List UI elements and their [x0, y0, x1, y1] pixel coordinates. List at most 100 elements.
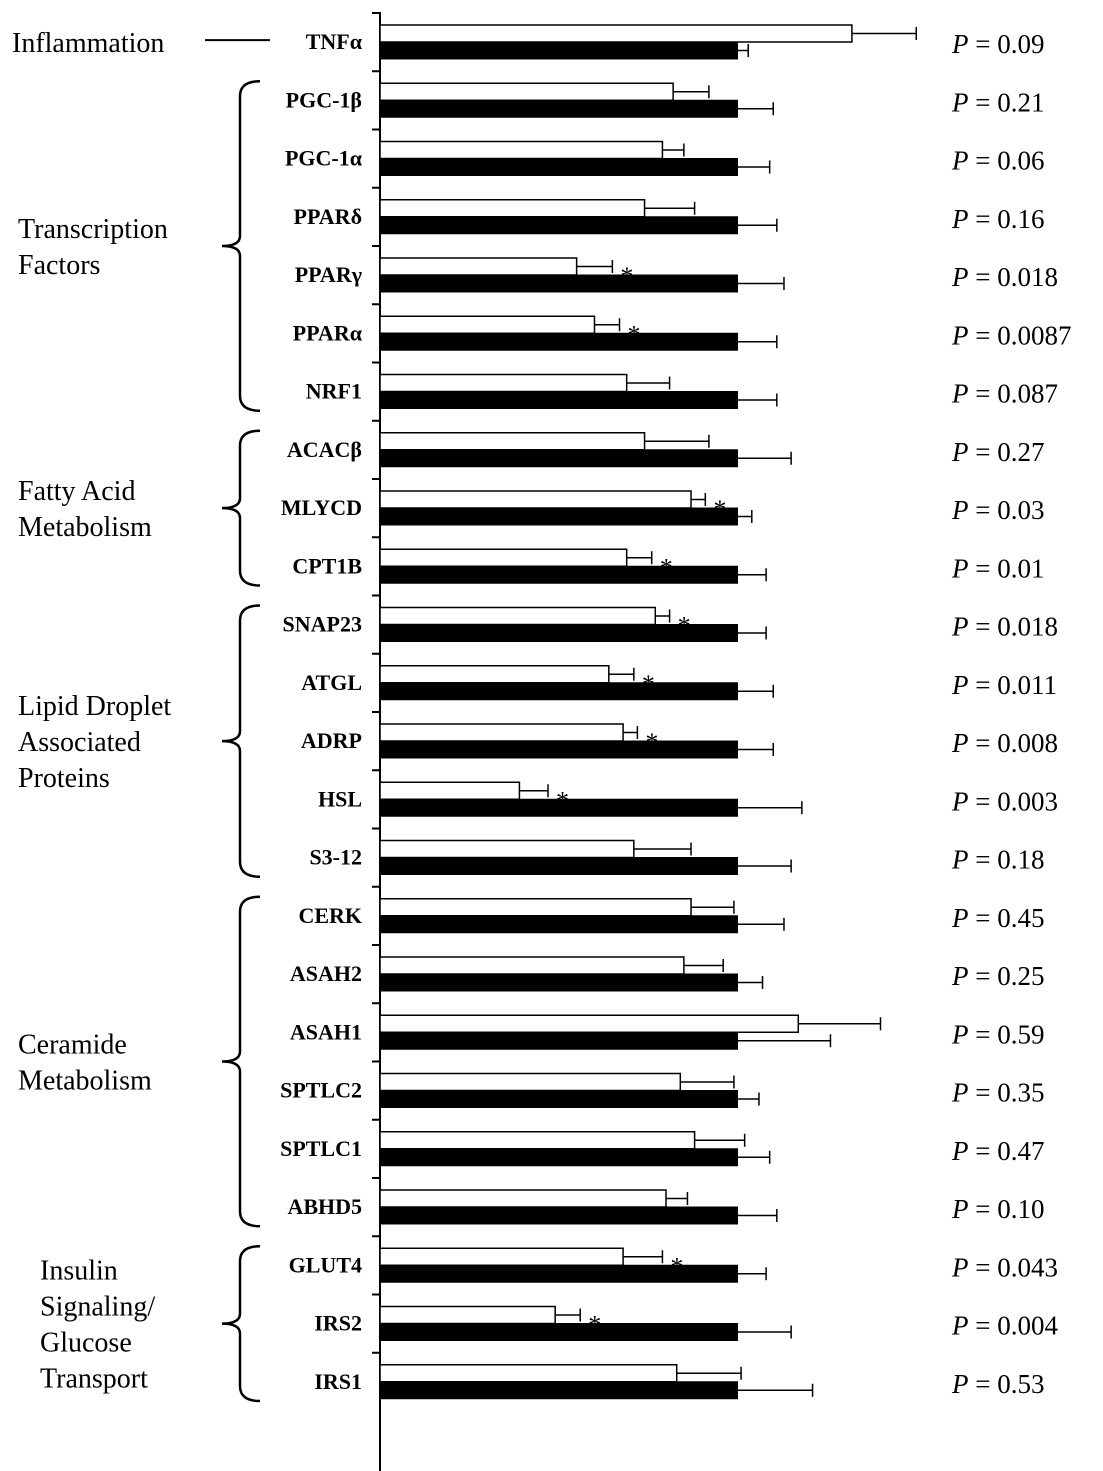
- p-value-label: P = 0.004: [951, 1311, 1058, 1341]
- gene-label: ABHD5: [287, 1194, 362, 1219]
- group-label: Factors: [18, 250, 100, 281]
- gene-label: PPARγ: [295, 262, 362, 287]
- group-label: Transport: [40, 1364, 148, 1395]
- significance-star: *: [620, 262, 633, 291]
- p-value-label: P = 0.47: [951, 1136, 1044, 1166]
- p-value-label: P = 0.008: [951, 728, 1058, 758]
- gene-label: TNFα: [306, 29, 363, 54]
- bar-black: [379, 332, 738, 351]
- bar-white: [379, 898, 692, 917]
- bar-black: [379, 1323, 738, 1341]
- bar-white: [379, 839, 635, 859]
- bar-white: [379, 1364, 678, 1383]
- bar-black: [379, 1148, 738, 1167]
- gene-label: NRF1: [306, 379, 362, 404]
- bar-black: [379, 1031, 738, 1050]
- p-value-label: P = 0.011: [951, 670, 1057, 700]
- gene-label: PGC-1β: [286, 87, 362, 112]
- group-label: Inflammation: [12, 28, 164, 59]
- group-brace: [221, 80, 261, 412]
- significance-star: *: [645, 728, 658, 757]
- bar-white: [379, 373, 628, 393]
- bar-black: [379, 216, 738, 235]
- p-value-label: P = 0.45: [951, 903, 1044, 933]
- significance-star: *: [713, 495, 726, 524]
- bar-white: [379, 199, 646, 218]
- p-value-label: P = 0.01: [951, 553, 1044, 583]
- gene-label: ADRP: [301, 728, 362, 753]
- bar-white: [379, 781, 521, 800]
- group-label: Proteins: [18, 763, 110, 794]
- p-value-label: P = 0.10: [951, 1194, 1044, 1224]
- bar-white: [379, 257, 578, 276]
- bar-white: [379, 140, 664, 160]
- group-brace: [221, 604, 261, 878]
- gene-label: SPTLC1: [280, 1136, 362, 1161]
- p-value-label: P = 0.087: [951, 379, 1058, 409]
- gene-label: IRS2: [314, 1311, 362, 1336]
- gene-label: S3-12: [309, 845, 362, 870]
- gene-label: SNAP23: [283, 612, 362, 637]
- p-value-label: P = 0.06: [951, 146, 1044, 176]
- bar-black: [379, 1090, 738, 1108]
- p-value-label: P = 0.03: [951, 495, 1044, 525]
- significance-star: *: [588, 1311, 601, 1340]
- significance-star: *: [660, 553, 673, 582]
- p-value-label: P = 0.003: [951, 786, 1058, 816]
- group-label: Associated: [18, 727, 141, 758]
- gene-label: CERK: [298, 903, 362, 928]
- bar-black: [379, 507, 738, 526]
- bar-white: [379, 315, 596, 334]
- bar-black: [379, 274, 738, 293]
- bar-white: [379, 548, 628, 567]
- group-label: Metabolism: [18, 512, 152, 543]
- bar-white: [379, 1072, 682, 1092]
- gene-label: PPARδ: [294, 204, 362, 229]
- significance-star: *: [670, 1252, 683, 1281]
- gene-label: ASAH1: [290, 1019, 362, 1044]
- group-label: Insulin: [40, 1256, 118, 1287]
- bar-black: [379, 449, 738, 468]
- bar-black: [379, 915, 738, 934]
- gene-label: ASAH2: [290, 961, 362, 986]
- bar-black: [379, 973, 738, 992]
- gene-label: ATGL: [301, 670, 362, 695]
- gene-label: CPT1B: [292, 553, 362, 578]
- bar-black: [379, 1264, 738, 1283]
- significance-star: *: [678, 612, 691, 641]
- p-value-label: P = 0.27: [951, 437, 1044, 467]
- bar-black: [379, 158, 738, 176]
- bar-black: [379, 391, 738, 409]
- bar-white: [379, 1014, 800, 1033]
- p-value-label: P = 0.018: [951, 612, 1058, 642]
- gene-label: PPARα: [293, 320, 363, 345]
- group-label: Metabolism: [18, 1066, 152, 1097]
- p-value-label: P = 0.53: [951, 1369, 1044, 1399]
- bar-white: [379, 432, 646, 451]
- p-value-label: P = 0.59: [951, 1019, 1044, 1049]
- bar-white: [379, 1305, 556, 1325]
- group-label: Signaling/: [40, 1292, 155, 1323]
- bar-white: [379, 82, 674, 101]
- gene-label: IRS1: [314, 1369, 362, 1394]
- gene-label: HSL: [318, 786, 362, 811]
- p-value-label: P = 0.25: [951, 961, 1044, 991]
- group-brace: [221, 429, 261, 587]
- group-label: Glucose: [40, 1328, 132, 1359]
- p-value-label: P = 0.043: [951, 1252, 1058, 1282]
- bar-black: [379, 565, 738, 584]
- group-label: Transcription: [18, 214, 168, 245]
- p-value-label: P = 0.21: [951, 87, 1044, 117]
- bar-white: [379, 490, 692, 509]
- bar-white: [379, 1131, 696, 1150]
- bar-black: [379, 740, 738, 759]
- group-label: Fatty Acid: [18, 476, 135, 507]
- bar-white: [379, 1189, 667, 1208]
- p-value-label: P = 0.16: [951, 204, 1044, 234]
- group-label: Ceramide: [18, 1030, 127, 1061]
- p-value-label: P = 0.09: [951, 29, 1044, 59]
- gene-label: MLYCD: [281, 495, 362, 520]
- bar-white: [379, 24, 853, 43]
- bar-white: [379, 606, 657, 626]
